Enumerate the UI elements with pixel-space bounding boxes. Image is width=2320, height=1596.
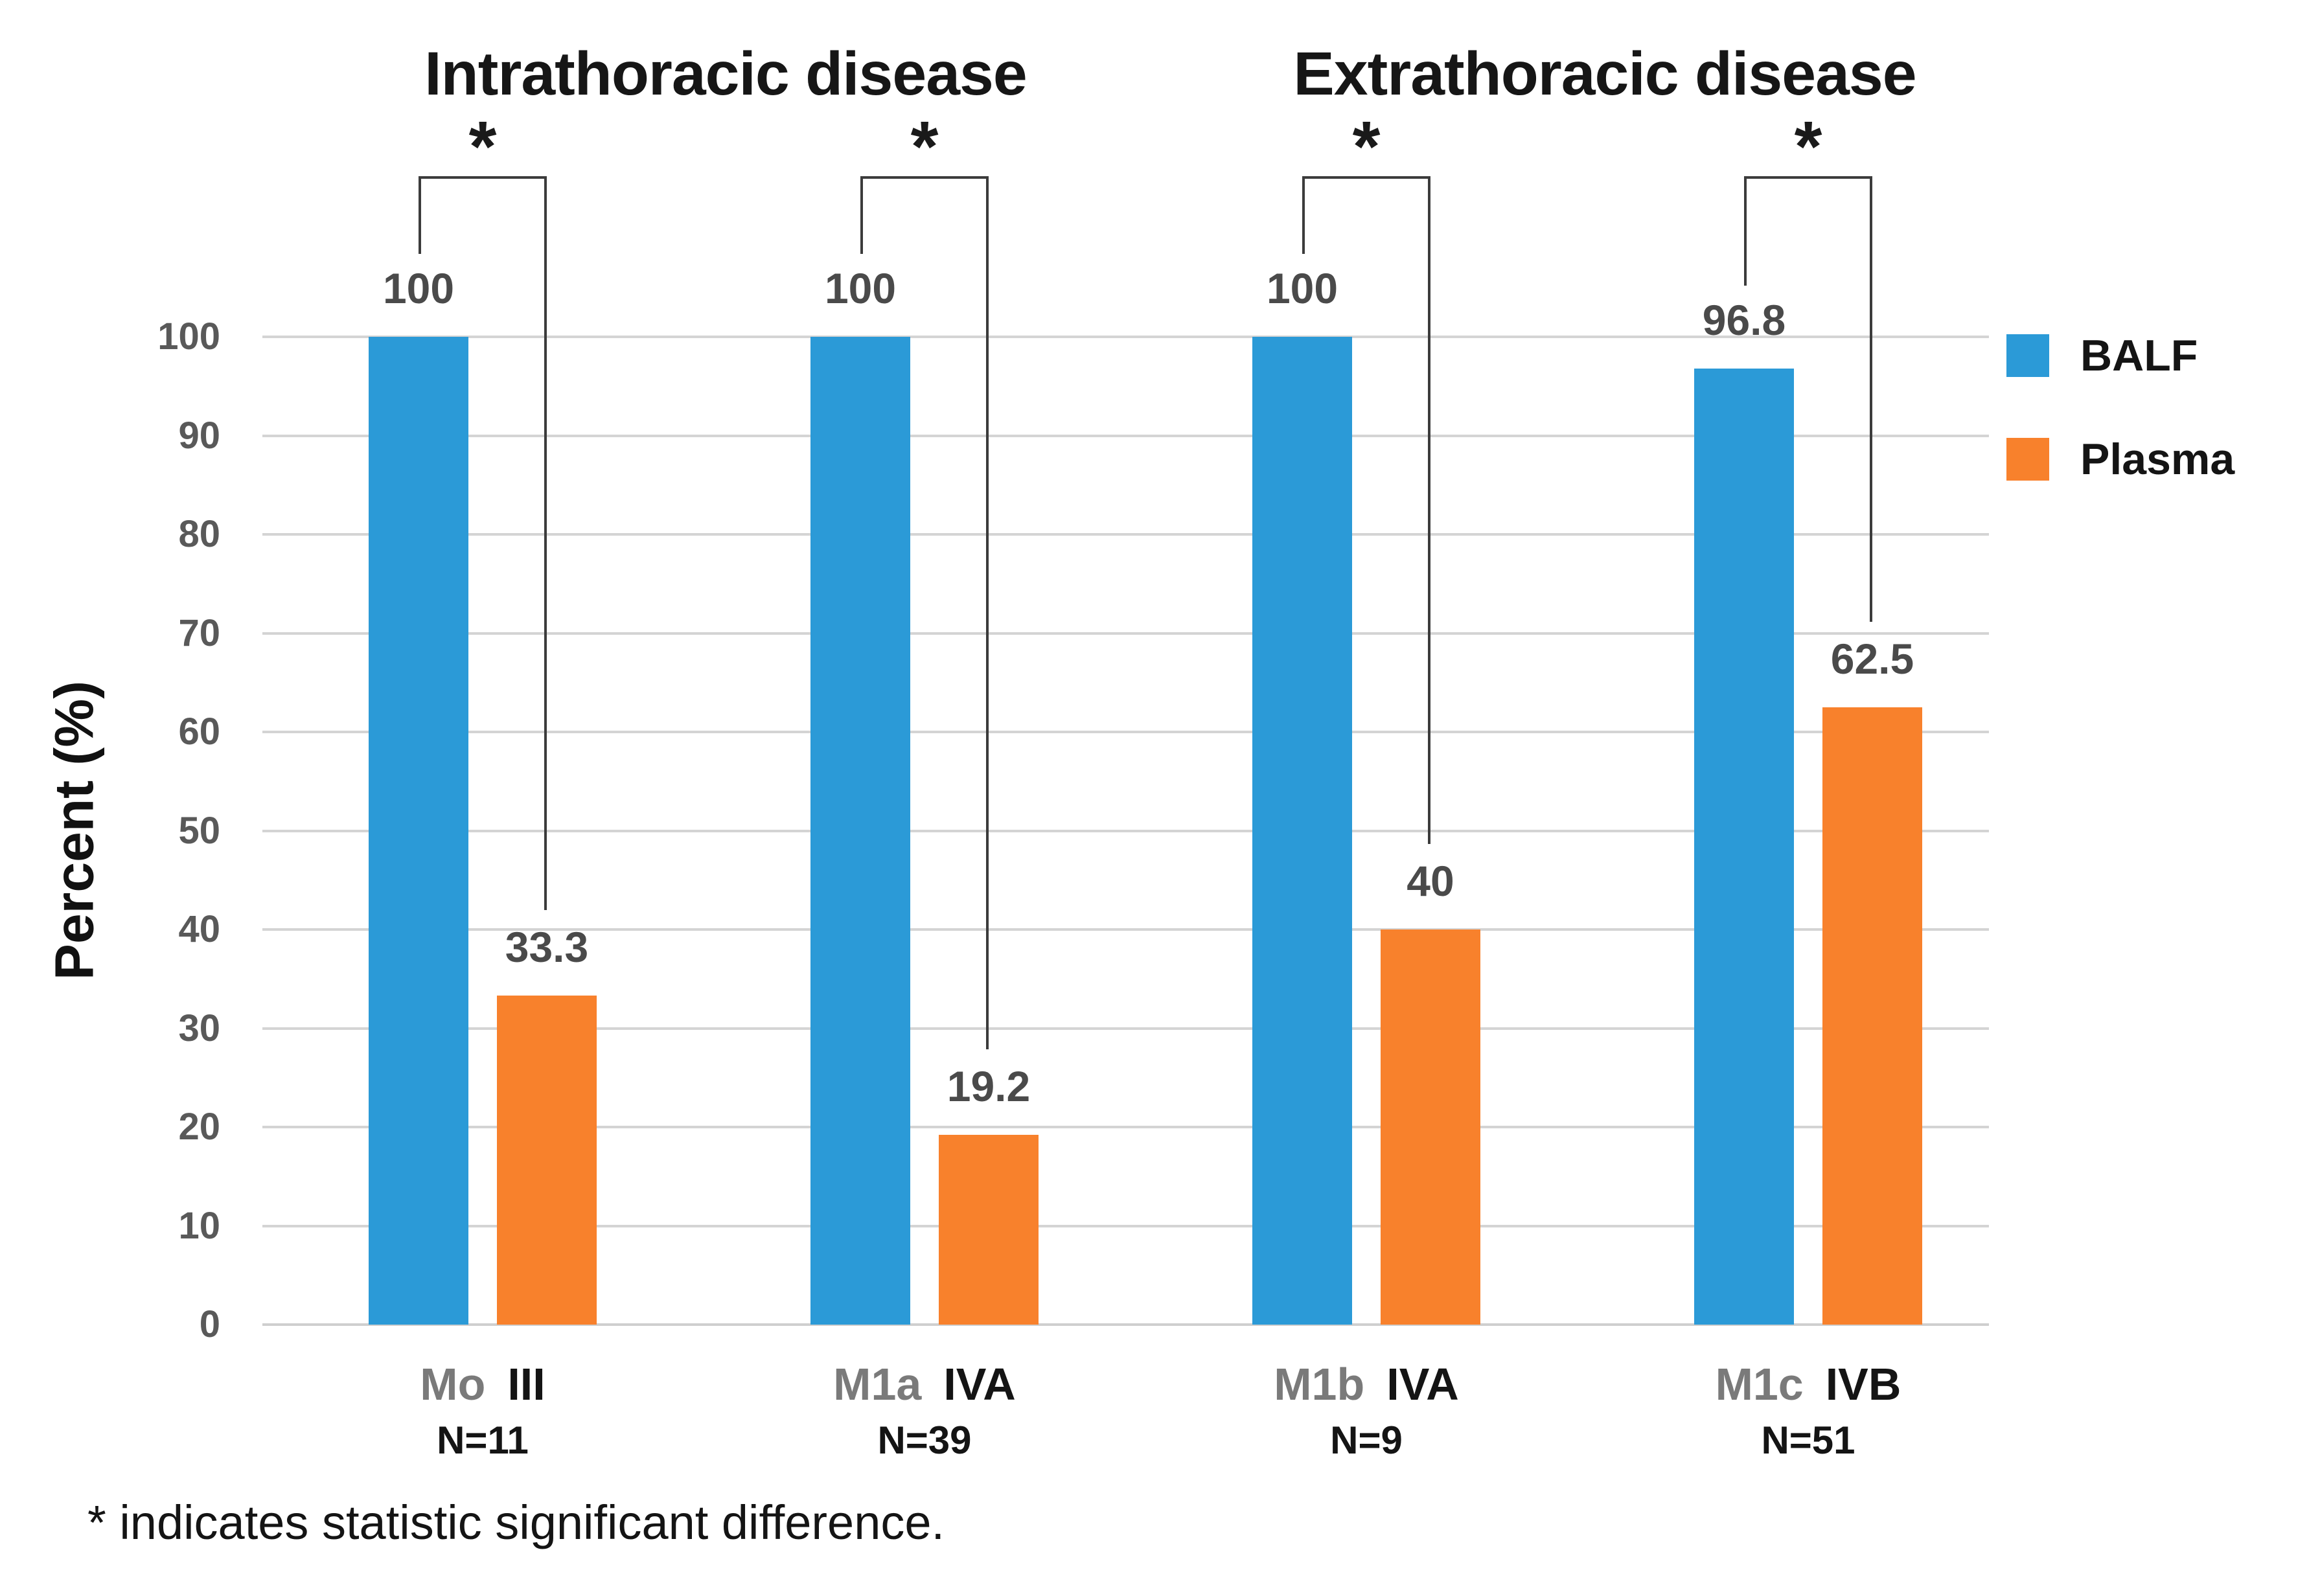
x-label-m1b: M1b IVA xyxy=(1140,1359,1593,1409)
balf-legend-swatch xyxy=(2006,334,2049,377)
gridline-40 xyxy=(262,928,1989,931)
x-label-m-stage-mo: Mo xyxy=(420,1359,486,1409)
x-label-tnm-stage-mo: III xyxy=(507,1359,546,1409)
n-label-m1c: N=51 xyxy=(1761,1419,1855,1462)
x-label-m-stage-m1c: M1c xyxy=(1715,1359,1804,1409)
legend-item-plasma: Plasma xyxy=(2006,434,2234,484)
x-label-m1a: M1a IVA xyxy=(698,1359,1151,1409)
sig-asterisk-mo: * xyxy=(468,107,497,187)
sig-bracket-top-m1c xyxy=(1744,176,1872,179)
value-label-balf-m1a: 100 xyxy=(824,264,897,312)
x-label-tnm-stage-m1c: IVB xyxy=(1825,1359,1901,1409)
gridline-80 xyxy=(262,533,1989,536)
plasma-bar-m1b xyxy=(1381,929,1480,1325)
y-tick-label-50: 50 xyxy=(178,809,220,852)
plasma-bar-mo xyxy=(497,996,597,1325)
n-label-m1b: N=9 xyxy=(1330,1419,1403,1462)
x-label-tnm-stage-m1b: IVA xyxy=(1386,1359,1459,1409)
n-label-mo: N=11 xyxy=(437,1419,529,1462)
sig-bracket-right-drop-m1a xyxy=(986,176,989,1050)
y-tick-label-90: 90 xyxy=(178,414,220,457)
plasma-bar-m1a xyxy=(939,1135,1039,1325)
sig-bracket-left-tick-mo xyxy=(419,176,421,254)
gridline-30 xyxy=(262,1027,1989,1030)
section-title-intrathoracic: Intrathoracic disease xyxy=(424,40,1027,108)
value-label-balf-m1c: 96.8 xyxy=(1702,295,1786,344)
section-title-extrathoracic: Extrathoracic disease xyxy=(1293,40,1916,108)
gridline-50 xyxy=(262,829,1989,832)
x-label-m-stage-m1b: M1b xyxy=(1274,1359,1365,1409)
gridline-10 xyxy=(262,1224,1989,1227)
plasma-legend-label: Plasma xyxy=(2080,435,2235,484)
balf-legend-label: BALF xyxy=(2080,331,2198,380)
sig-bracket-right-drop-m1c xyxy=(1870,176,1872,622)
sig-bracket-left-tick-m1a xyxy=(860,176,863,254)
gridline-0 xyxy=(262,1323,1989,1326)
footnote: * indicates statistic significant differ… xyxy=(87,1496,945,1549)
sig-bracket-left-tick-m1b xyxy=(1302,176,1305,254)
sig-asterisk-m1b: * xyxy=(1352,107,1381,187)
sig-bracket-left-tick-m1c xyxy=(1744,176,1747,286)
gridline-60 xyxy=(262,731,1989,733)
x-label-mo: Mo III xyxy=(256,1359,709,1409)
plasma-bar-m1c xyxy=(1822,707,1922,1325)
x-label-m1c: M1c IVB xyxy=(1581,1359,2035,1409)
gridline-70 xyxy=(262,632,1989,635)
sig-bracket-top-mo xyxy=(419,176,547,179)
value-label-plasma-m1c: 62.5 xyxy=(1830,634,1914,683)
legend-item-balf: BALF xyxy=(2006,330,2234,381)
x-label-tnm-stage-m1a: IVA xyxy=(943,1359,1016,1409)
gridline-100 xyxy=(262,336,1989,338)
value-label-balf-m1b: 100 xyxy=(1266,264,1338,312)
y-tick-label-10: 10 xyxy=(178,1204,220,1247)
value-label-plasma-m1b: 40 xyxy=(1407,857,1454,905)
y-tick-label-80: 80 xyxy=(178,513,220,555)
value-label-balf-mo: 100 xyxy=(382,264,455,312)
sig-bracket-top-m1a xyxy=(860,176,989,179)
value-label-plasma-mo: 33.3 xyxy=(505,923,589,972)
y-tick-label-70: 70 xyxy=(178,611,220,654)
n-label-m1a: N=39 xyxy=(877,1419,972,1462)
sig-bracket-right-drop-m1b xyxy=(1428,176,1430,844)
y-tick-label-60: 60 xyxy=(178,711,220,753)
balf-bar-mo xyxy=(369,337,468,1325)
plasma-legend-swatch xyxy=(2006,438,2049,481)
y-tick-label-30: 30 xyxy=(178,1007,220,1049)
sig-bracket-top-m1b xyxy=(1302,176,1430,179)
balf-bar-m1c xyxy=(1694,368,1794,1325)
y-tick-label-0: 0 xyxy=(199,1303,220,1345)
legend: BALF Plasma xyxy=(2006,330,2234,538)
value-label-plasma-m1a: 19.2 xyxy=(947,1062,1031,1111)
sig-asterisk-m1a: * xyxy=(910,107,939,187)
gridline-20 xyxy=(262,1126,1989,1128)
balf-bar-m1a xyxy=(810,337,910,1325)
gridline-90 xyxy=(262,434,1989,437)
balf-bar-m1b xyxy=(1252,337,1352,1325)
y-tick-label-100: 100 xyxy=(157,315,220,358)
sig-bracket-right-drop-mo xyxy=(544,176,547,911)
sig-asterisk-m1c: * xyxy=(1794,107,1822,187)
x-label-m-stage-m1a: M1a xyxy=(833,1359,922,1409)
y-tick-label-40: 40 xyxy=(178,908,220,950)
y-tick-label-20: 20 xyxy=(178,1106,220,1148)
